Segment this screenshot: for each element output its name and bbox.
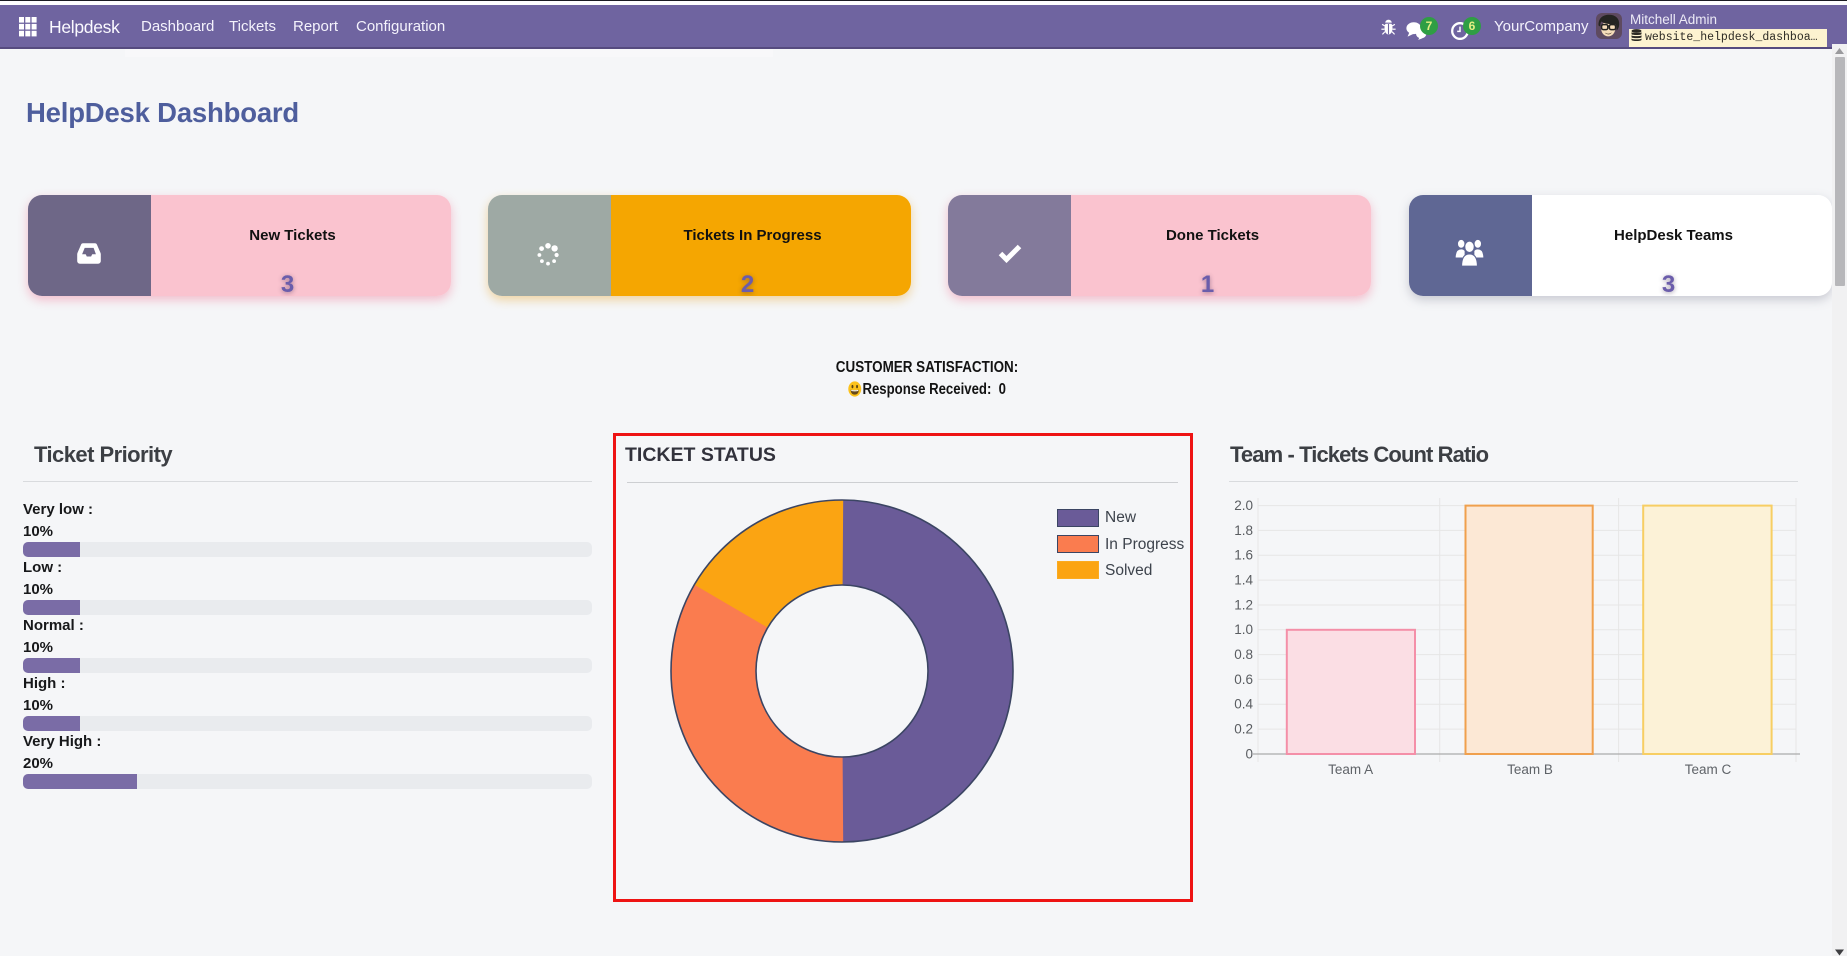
svg-text:1.2: 1.2: [1234, 597, 1253, 612]
svg-text:2.0: 2.0: [1234, 498, 1253, 513]
svg-text:0.8: 0.8: [1234, 647, 1253, 662]
svg-text:0.6: 0.6: [1234, 672, 1253, 687]
svg-text:Team B: Team B: [1507, 762, 1553, 777]
svg-text:1.0: 1.0: [1234, 622, 1253, 637]
svg-text:Team A: Team A: [1328, 762, 1373, 777]
svg-text:0: 0: [1245, 746, 1253, 761]
svg-text:1.4: 1.4: [1234, 573, 1253, 588]
svg-text:0.2: 0.2: [1234, 722, 1253, 737]
svg-text:1.8: 1.8: [1234, 523, 1253, 538]
svg-text:0.4: 0.4: [1234, 697, 1253, 712]
svg-text:Team C: Team C: [1685, 762, 1732, 777]
svg-text:1.6: 1.6: [1234, 548, 1253, 563]
